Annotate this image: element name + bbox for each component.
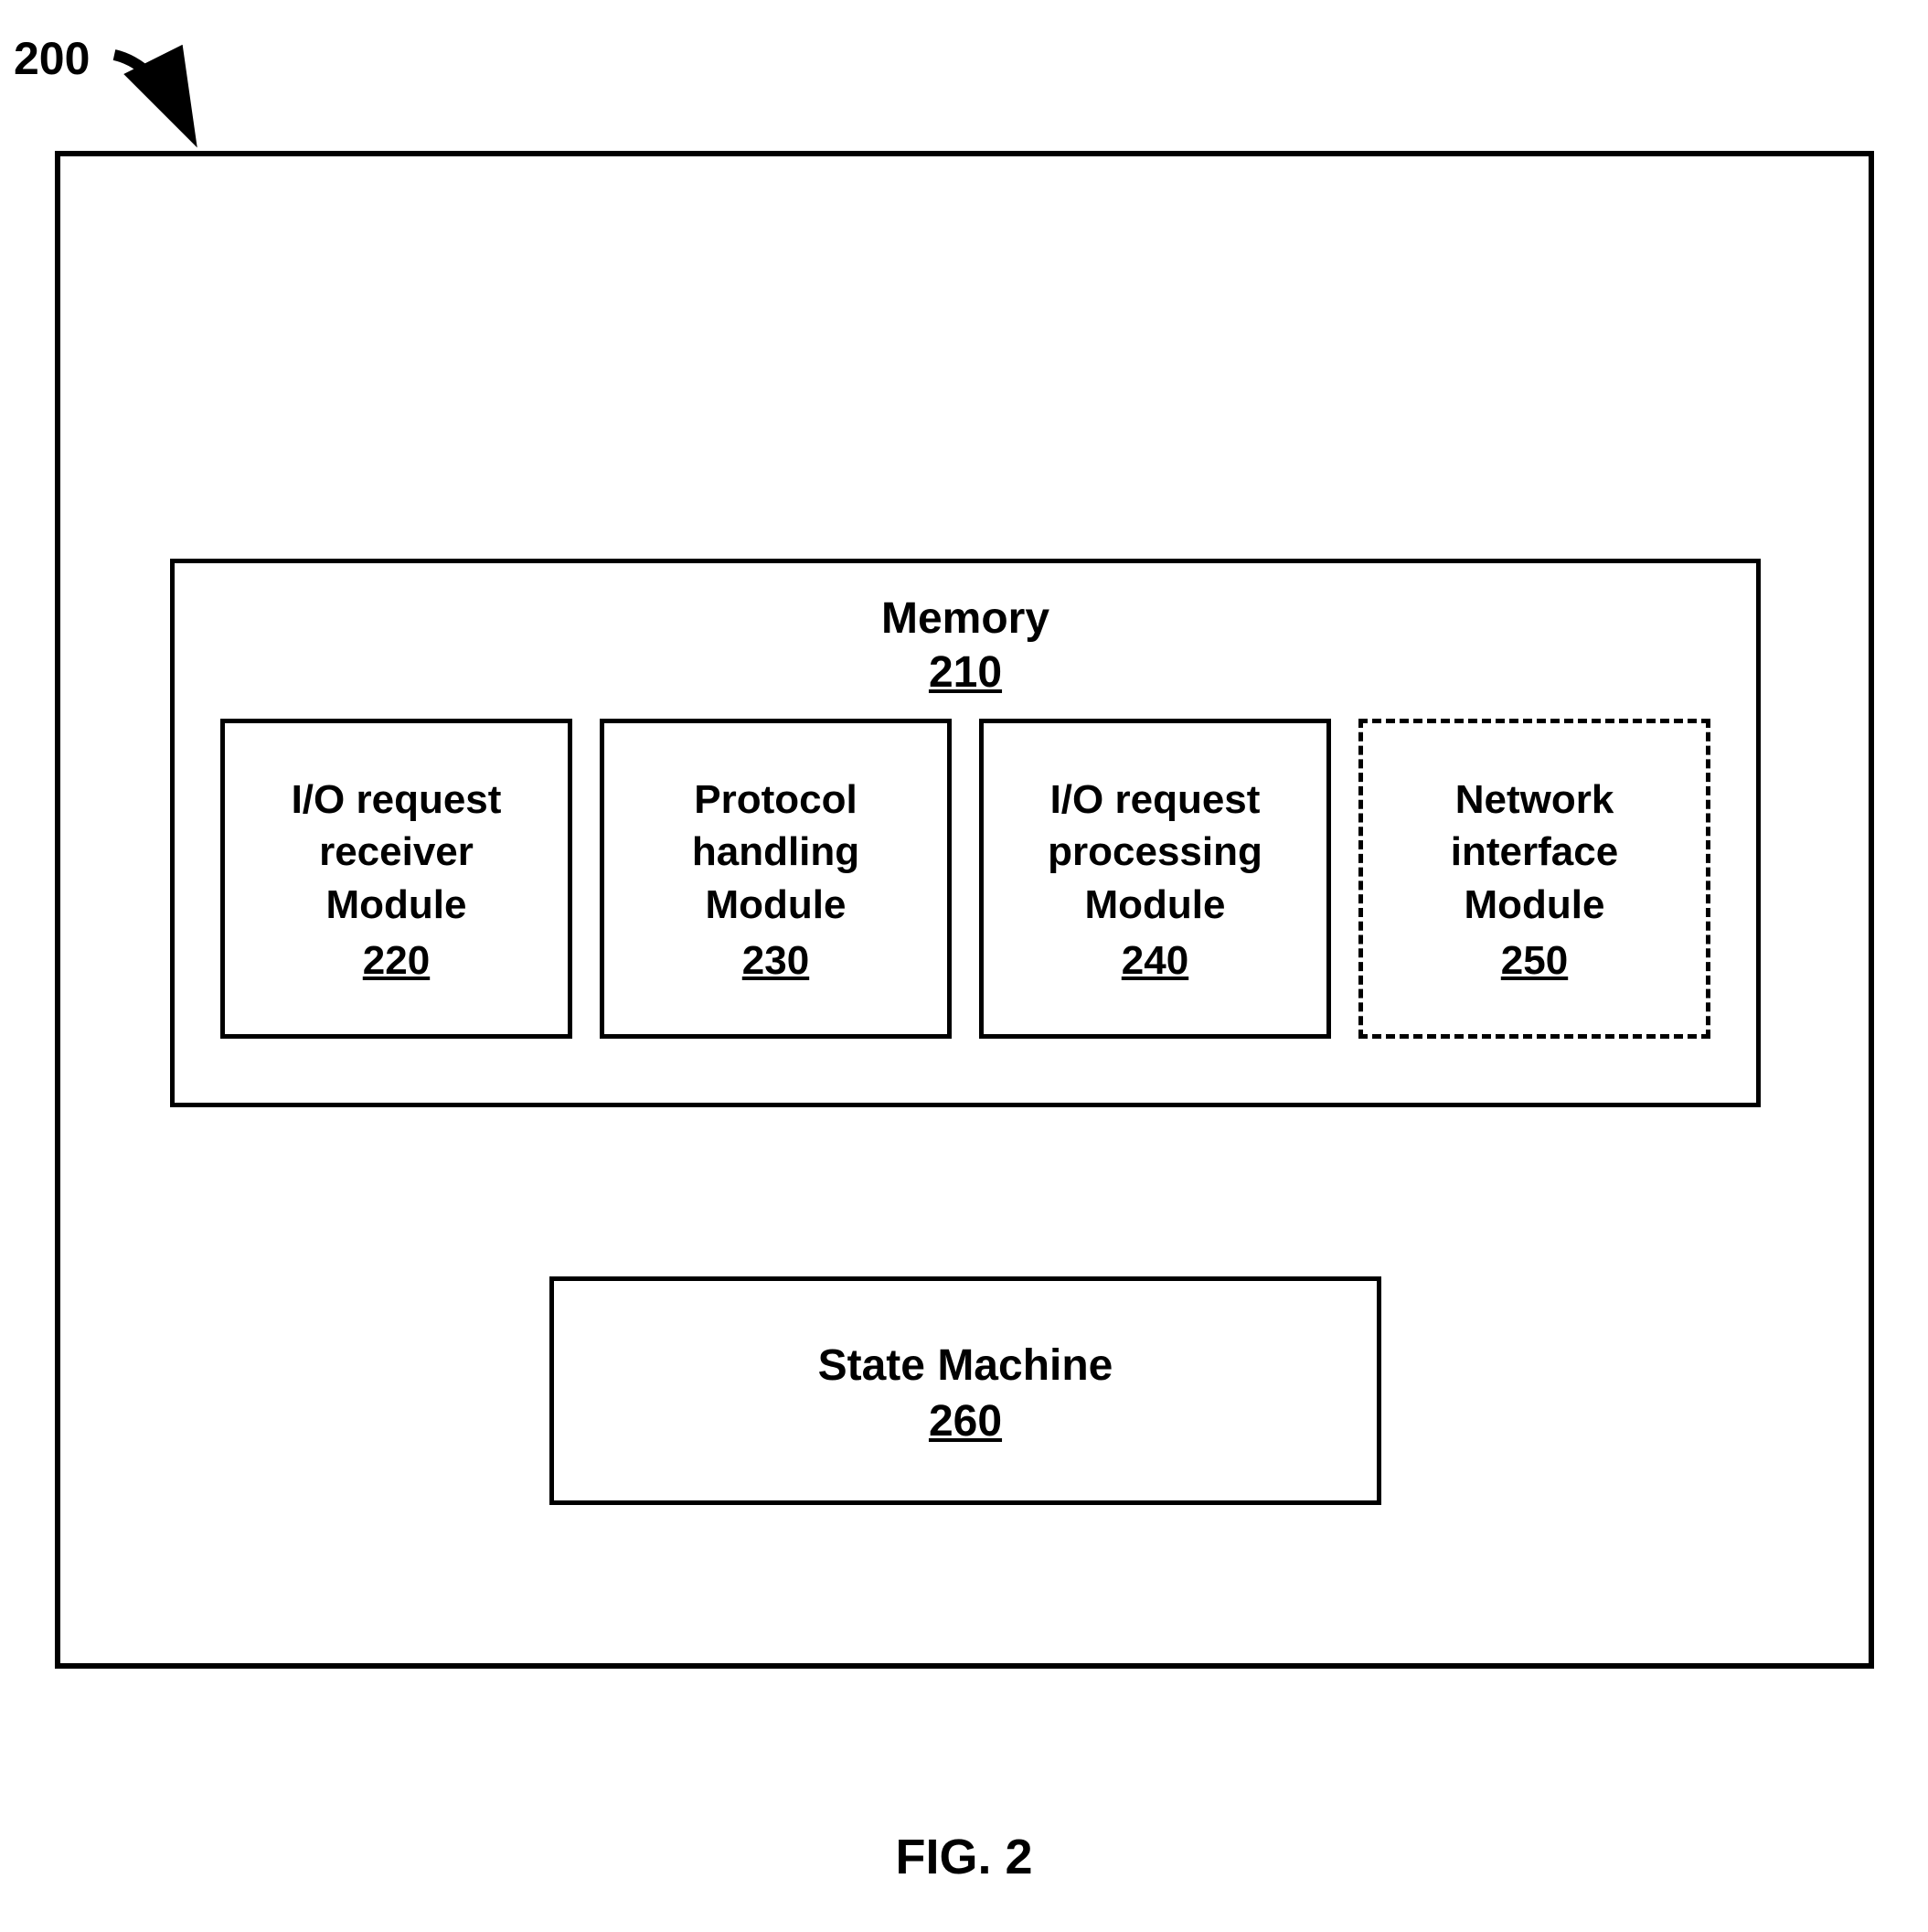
module-reference: 250 bbox=[1501, 938, 1568, 984]
module-text: I/O request bbox=[1050, 774, 1261, 826]
module-text: Network bbox=[1455, 774, 1614, 826]
module-text: receiver bbox=[319, 826, 474, 878]
state-machine-reference: 260 bbox=[929, 1396, 1002, 1446]
system-container: Memory 210 I/O request receiver Module 2… bbox=[55, 151, 1874, 1669]
modules-row: I/O request receiver Module 220 Protocol… bbox=[220, 719, 1710, 1039]
module-reference: 220 bbox=[363, 938, 430, 984]
state-machine-block: State Machine 260 bbox=[549, 1276, 1381, 1505]
memory-block: Memory 210 I/O request receiver Module 2… bbox=[170, 559, 1761, 1107]
module-reference: 230 bbox=[742, 938, 809, 984]
module-text: I/O request bbox=[292, 774, 502, 826]
memory-reference: 210 bbox=[175, 647, 1756, 698]
state-machine-title: State Machine bbox=[818, 1335, 1113, 1396]
io-request-processing-module: I/O request processing Module 240 bbox=[979, 719, 1331, 1039]
module-text: Module bbox=[1465, 879, 1605, 931]
module-text: processing bbox=[1048, 826, 1262, 878]
module-text: interface bbox=[1451, 826, 1618, 878]
network-interface-module: Network interface Module 250 bbox=[1358, 719, 1710, 1039]
module-text: Protocol bbox=[694, 774, 857, 826]
figure-caption: FIG. 2 bbox=[0, 1829, 1928, 1885]
module-text: Module bbox=[326, 879, 467, 931]
outer-reference-label: 200 bbox=[14, 32, 90, 85]
module-text: Module bbox=[1085, 879, 1226, 931]
pointer-arrow bbox=[105, 41, 233, 160]
module-reference: 240 bbox=[1122, 938, 1188, 984]
protocol-handling-module: Protocol handling Module 230 bbox=[600, 719, 952, 1039]
io-request-receiver-module: I/O request receiver Module 220 bbox=[220, 719, 572, 1039]
module-text: Module bbox=[706, 879, 847, 931]
memory-title: Memory bbox=[175, 591, 1756, 647]
module-text: handling bbox=[692, 826, 859, 878]
